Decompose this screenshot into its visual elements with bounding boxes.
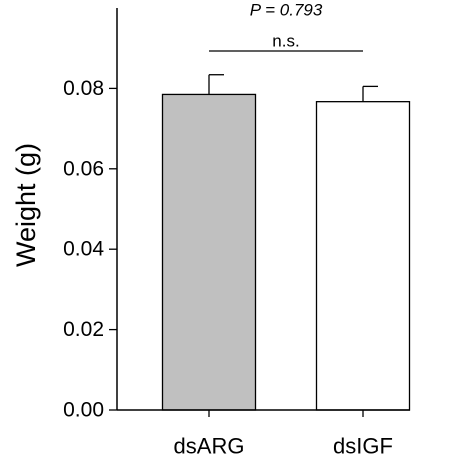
x-tick-label: dsIGF <box>333 434 393 459</box>
y-tick-label: 0.00 <box>63 399 104 422</box>
y-tick-label: 0.08 <box>63 77 104 100</box>
axes <box>116 8 410 411</box>
error-bars <box>208 74 378 102</box>
x-tick-labels: dsARG dsIGF <box>174 410 393 459</box>
y-ticks: 0.00 0.02 0.04 0.06 0.08 <box>63 77 117 422</box>
y-tick-label: 0.06 <box>63 157 104 180</box>
bar-dsigf <box>315 101 411 411</box>
x-tick-label: dsARG <box>174 434 245 459</box>
p-value-label: P = 0.793 <box>250 1 323 20</box>
significance-label: n.s. <box>272 32 299 51</box>
y-axis-label: Weight (g) <box>11 143 41 267</box>
y-tick-label: 0.02 <box>63 318 104 341</box>
bar-dsarg <box>161 93 257 411</box>
significance-annotation: n.s. P = 0.793 <box>209 1 363 52</box>
bars <box>161 93 411 411</box>
y-tick-label: 0.04 <box>63 238 104 261</box>
